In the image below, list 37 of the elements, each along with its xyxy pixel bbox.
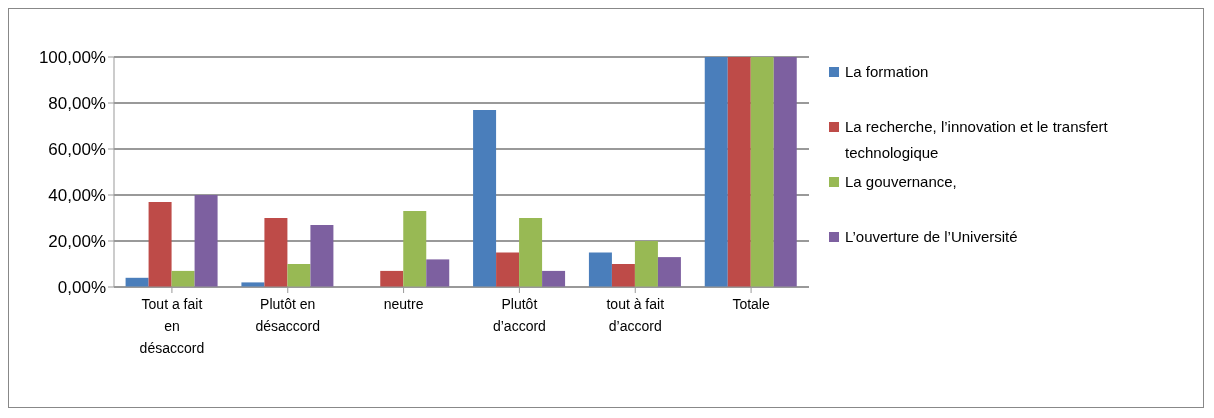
bar: [542, 270, 566, 287]
bar: [588, 252, 612, 287]
x-tick-label: neutre: [383, 296, 424, 312]
x-tick-label: Plutôt en désaccord: [255, 296, 321, 334]
bar: [750, 57, 774, 287]
bar: [727, 57, 751, 287]
bar: [611, 264, 635, 287]
y-tick-label: 80,00%: [48, 94, 106, 114]
y-tick-label: 60,00%: [48, 140, 106, 160]
y-tick-label: 20,00%: [48, 232, 106, 252]
y-tick-label: 0,00%: [57, 278, 106, 298]
bar: [194, 195, 218, 287]
bar: [148, 201, 172, 287]
bar: [634, 241, 658, 287]
x-tick-label: Plutôt d’accord: [492, 296, 546, 334]
bar: [403, 211, 427, 287]
bar: [171, 270, 195, 287]
legend-label: La gouvernance,: [845, 172, 957, 192]
x-tick-label: Tout a fait en désaccord: [139, 296, 205, 356]
y-tick-label: 100,00%: [38, 48, 106, 68]
x-tick-label: tout à fait d’accord: [606, 296, 665, 334]
bar: [496, 252, 520, 287]
bar: [264, 218, 288, 287]
x-tick-label: Totale: [732, 296, 770, 312]
bar: [519, 218, 543, 287]
bar: [473, 109, 497, 287]
legend-label: La recherche, l’innovation et le transfert technologique: [845, 117, 1109, 163]
y-tick-label: 40,00%: [48, 186, 106, 206]
bar: [310, 224, 334, 287]
legend-label: La formation: [845, 62, 929, 82]
bar: [287, 264, 311, 287]
bar: [380, 270, 404, 287]
bar: [426, 259, 450, 287]
bar: [773, 57, 797, 287]
bar: [704, 57, 728, 287]
bar: [657, 257, 681, 287]
legend-label: L’ouverture de l’Université: [845, 227, 1018, 247]
